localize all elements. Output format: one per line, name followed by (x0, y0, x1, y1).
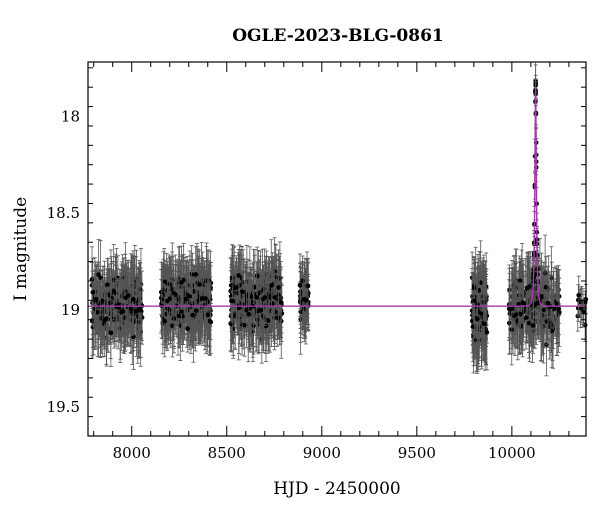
data-point (103, 316, 109, 322)
data-point (262, 295, 268, 300)
data-point (242, 323, 247, 328)
data-point (105, 282, 110, 287)
data-point (179, 309, 184, 314)
data-point (471, 285, 477, 291)
data-point (185, 326, 191, 332)
data-point (98, 316, 103, 321)
data-point (207, 318, 213, 324)
data-point (258, 308, 264, 313)
data-point (273, 275, 279, 280)
data-point (272, 295, 278, 300)
data-point (108, 300, 113, 305)
data-point (183, 296, 189, 302)
data-point (193, 272, 199, 277)
data-point (164, 298, 170, 304)
data-point (90, 290, 96, 295)
data-point (472, 298, 477, 304)
data-point (162, 279, 168, 285)
data-point (297, 282, 303, 288)
data-point (257, 289, 263, 295)
data-layer (89, 61, 589, 377)
data-point (478, 311, 484, 316)
data-point (269, 283, 274, 288)
data-point (190, 312, 195, 318)
data-point (125, 293, 131, 298)
data-point (203, 296, 208, 301)
data-point (544, 342, 549, 347)
data-point (246, 311, 252, 317)
data-point (244, 307, 249, 313)
data-point (263, 323, 269, 329)
data-point (471, 324, 476, 329)
data-point (298, 309, 303, 315)
data-point (193, 308, 199, 313)
data-point (162, 318, 168, 324)
data-point (300, 278, 305, 284)
data-point (108, 330, 114, 336)
data-point (252, 284, 258, 290)
data-point (303, 298, 309, 303)
data-point (233, 285, 239, 291)
data-point (276, 285, 281, 290)
data-point (123, 289, 128, 294)
data-point (120, 309, 126, 314)
data-point (475, 316, 480, 322)
data-point (179, 280, 184, 285)
data-point (160, 296, 166, 302)
data-point (278, 299, 284, 305)
data-point (484, 330, 490, 335)
data-point (136, 307, 141, 313)
chart-title: OGLE-2023-BLG-0861 (232, 26, 444, 46)
data-point (239, 289, 245, 295)
data-point (230, 298, 236, 304)
data-point (111, 288, 116, 294)
data-point (234, 290, 240, 296)
data-point (254, 295, 259, 300)
data-point (236, 273, 241, 278)
data-point (205, 312, 210, 318)
data-point (205, 299, 211, 305)
data-point (93, 296, 98, 302)
data-point (481, 299, 487, 305)
data-point (304, 283, 310, 289)
data-point (130, 296, 136, 302)
data-point (176, 313, 182, 319)
data-point (254, 273, 260, 279)
data-point (197, 282, 202, 287)
data-point (109, 296, 114, 301)
data-point (98, 275, 103, 280)
data-point (482, 321, 487, 327)
data-point (230, 282, 235, 288)
data-point (171, 290, 177, 296)
